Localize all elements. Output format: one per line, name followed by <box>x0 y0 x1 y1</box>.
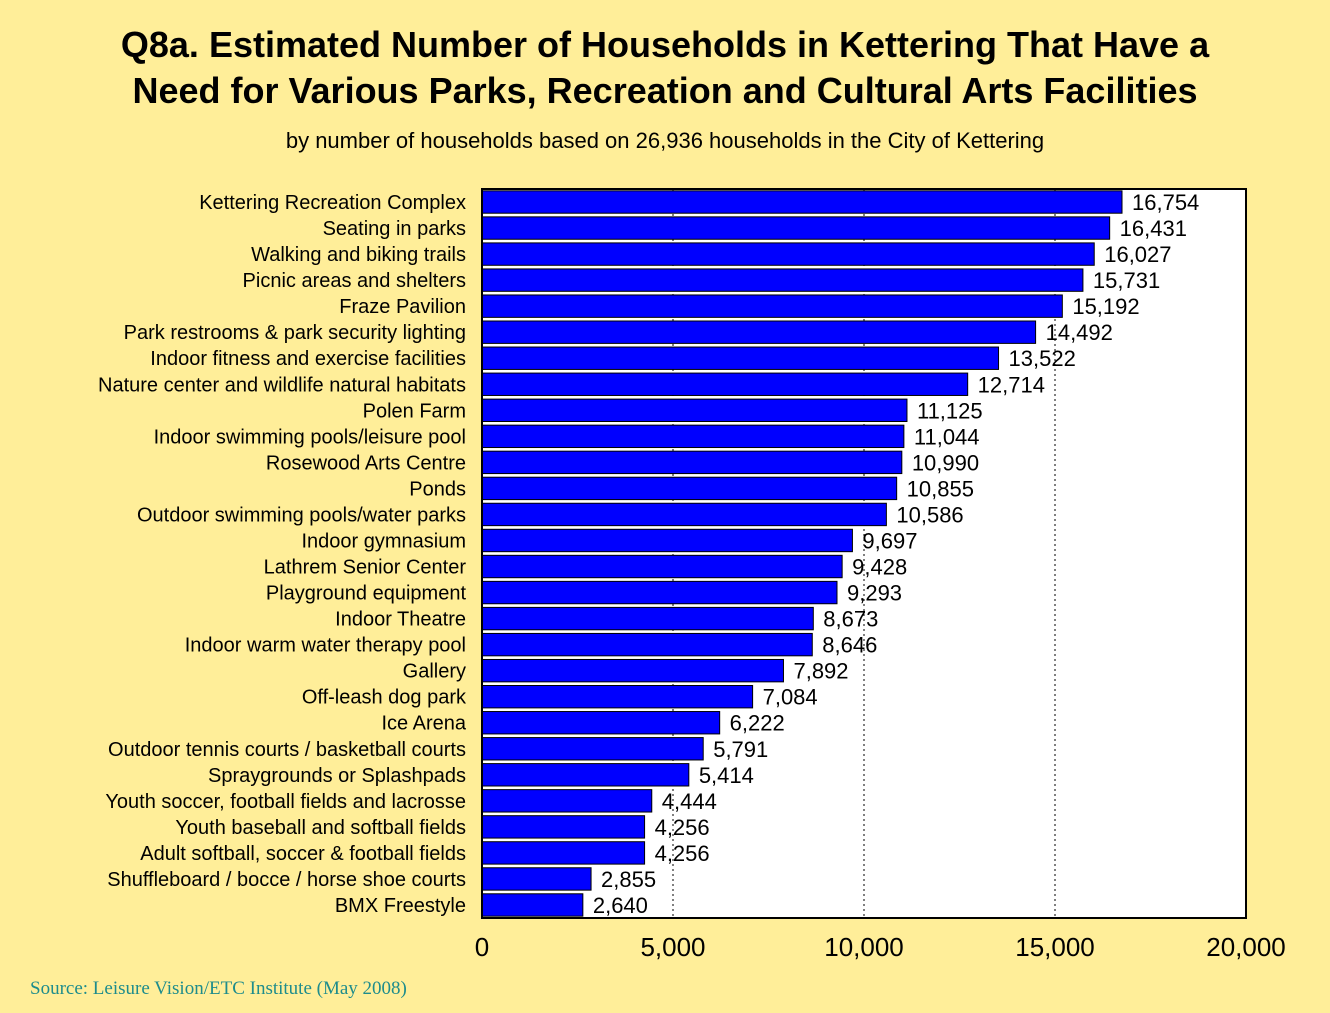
value-label: 14,492 <box>1046 320 1113 345</box>
value-label: 8,646 <box>822 633 877 658</box>
category-label: Youth baseball and softball fields <box>175 817 466 839</box>
value-label: 7,892 <box>793 659 848 684</box>
bar <box>481 242 1095 266</box>
value-label: 4,256 <box>655 841 710 866</box>
category-label: Seating in parks <box>323 218 466 240</box>
value-label: 11,044 <box>914 424 980 449</box>
bar <box>481 268 1084 292</box>
category-label: Nature center and wildlife natural habit… <box>98 374 466 396</box>
bar <box>481 216 1111 240</box>
bar <box>481 632 813 657</box>
bar <box>481 606 814 631</box>
chart-subtitle: by number of households based on 26,936 … <box>285 128 1045 153</box>
bar <box>481 737 704 761</box>
category-label: Indoor Theatre <box>335 609 466 631</box>
category-label: Ice Arena <box>381 713 466 735</box>
category-label: Youth soccer, football fields and lacros… <box>105 791 466 813</box>
value-label: 16,754 <box>1132 190 1199 215</box>
bar <box>481 320 1037 344</box>
bar <box>481 763 690 787</box>
chart-title-line2: Need for Various Parks, Recreation and C… <box>132 70 1198 111</box>
category-label: Polen Farm <box>363 400 466 422</box>
bar <box>481 685 754 709</box>
value-label: 10,990 <box>912 450 979 475</box>
category-label: Kettering Recreation Complex <box>199 192 466 214</box>
bar <box>481 580 838 605</box>
bar <box>481 867 592 891</box>
x-tick-label: 20,000 <box>1206 932 1286 962</box>
value-label: 4,444 <box>662 789 717 814</box>
bar-chart: Kettering Recreation Complex 16,754 Seatin… <box>98 188 1286 962</box>
category-label: Walking and biking trails <box>251 244 466 266</box>
category-label: Off-leash dog park <box>302 687 467 709</box>
bar <box>481 528 853 553</box>
value-label: 6,222 <box>730 711 785 736</box>
category-label: Shuffleboard / bocce / horse shoe courts <box>107 869 466 891</box>
category-label: Fraze Pavilion <box>339 296 466 318</box>
bar <box>481 815 646 839</box>
category-label: BMX Freestyle <box>335 895 466 917</box>
value-label: 9,697 <box>862 528 917 553</box>
value-label: 5,791 <box>713 737 768 762</box>
value-label: 2,640 <box>593 893 648 918</box>
value-label: 10,586 <box>896 502 963 527</box>
value-label: 11,125 <box>917 398 983 423</box>
bar <box>481 346 1000 370</box>
value-label: 5,414 <box>699 763 754 788</box>
category-label: Picnic areas and shelters <box>243 270 466 292</box>
category-label: Park restrooms & park security lighting <box>124 322 466 344</box>
category-label: Rosewood Arts Centre <box>266 452 466 474</box>
bar <box>481 841 646 865</box>
category-label: Indoor gymnasium <box>301 530 466 552</box>
category-label: Outdoor swimming pools/water parks <box>137 504 466 526</box>
value-label: 16,027 <box>1104 242 1171 267</box>
value-label: 9,293 <box>847 581 902 606</box>
bar <box>481 398 908 422</box>
category-label: Lathrem Senior Center <box>264 557 467 579</box>
value-label: 8,673 <box>823 607 878 632</box>
chart-title: Q8a. Estimated Number of Households in K… <box>0 22 1330 114</box>
value-label: 10,855 <box>907 476 974 501</box>
value-label: 16,431 <box>1120 216 1187 241</box>
value-label: 15,192 <box>1072 294 1139 319</box>
bar <box>481 502 887 527</box>
bar <box>481 554 843 579</box>
category-label: Indoor fitness and exercise facilities <box>150 348 466 370</box>
bar <box>481 450 903 475</box>
bar <box>481 658 784 683</box>
category-label: Spraygrounds or Splashpads <box>208 765 466 787</box>
bar <box>481 893 584 917</box>
bar <box>481 476 898 501</box>
source-note: Source: Leisure Vision/ETC Institute (Ma… <box>30 978 407 999</box>
category-label: Gallery <box>403 661 466 683</box>
value-label: 7,084 <box>763 685 818 710</box>
category-label: Outdoor tennis courts / basketball court… <box>108 739 466 761</box>
x-tick-label: 10,000 <box>824 932 904 962</box>
value-label: 4,256 <box>655 815 710 840</box>
value-label: 2,855 <box>601 867 656 892</box>
bar <box>481 190 1123 214</box>
category-label: Indoor warm water therapy pool <box>185 635 466 657</box>
category-label: Ponds <box>409 478 466 500</box>
bar <box>481 372 969 396</box>
x-tick-label: 5,000 <box>640 932 705 962</box>
value-label: 12,714 <box>978 372 1045 397</box>
value-label: 9,428 <box>852 555 907 580</box>
bar <box>481 789 653 813</box>
x-tick-label: 15,000 <box>1015 932 1095 962</box>
value-label: 13,522 <box>1009 346 1076 371</box>
bar <box>481 294 1063 318</box>
x-tick-label: 0 <box>475 932 489 962</box>
bar <box>481 711 721 735</box>
category-label: Adult softball, soccer & football fields <box>140 843 466 865</box>
chart-title-line1: Q8a. Estimated Number of Households in K… <box>120 24 1210 65</box>
bar <box>481 424 905 449</box>
value-label: 15,731 <box>1093 268 1160 293</box>
category-label: Playground equipment <box>266 583 467 605</box>
category-label: Indoor swimming pools/leisure pool <box>154 426 466 448</box>
plot-border <box>481 188 1247 919</box>
